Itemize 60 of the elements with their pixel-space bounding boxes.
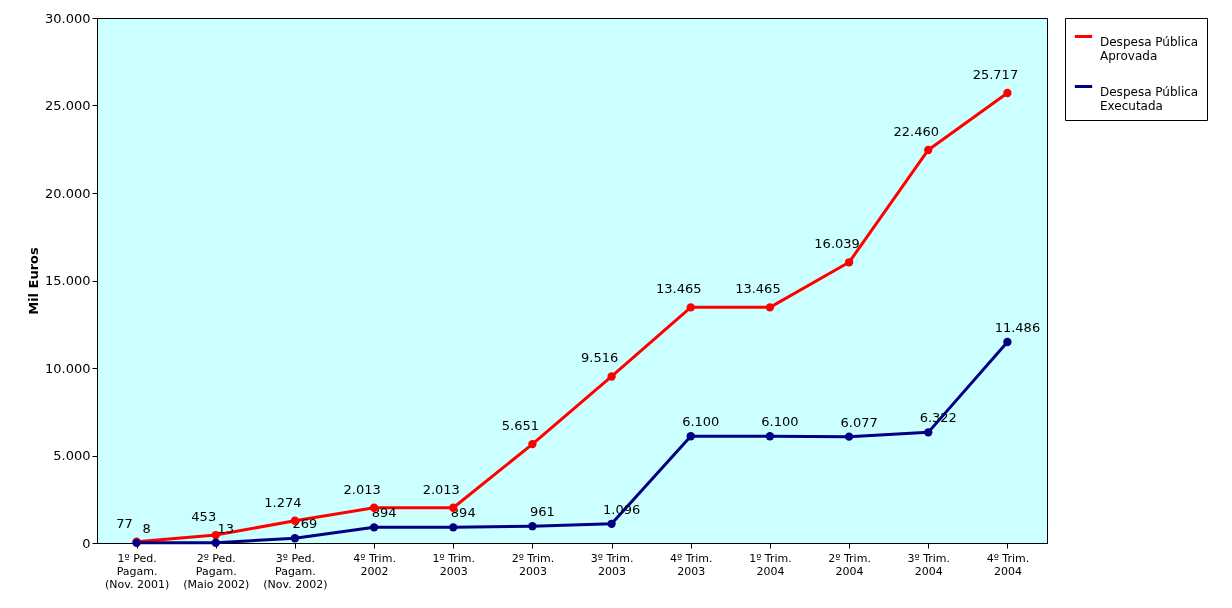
x-tick-label: 4º Trim. 2003 (669, 551, 713, 578)
data-label: 13.465 (656, 281, 702, 297)
x-tick-label: 4º Trim. 2002 (353, 551, 396, 578)
data-label: 5.651 (501, 418, 540, 434)
point (844, 432, 854, 441)
x-tick-label: 2º Trim. 2003 (511, 551, 555, 578)
point (607, 372, 616, 381)
point (211, 538, 220, 547)
data-label: 6.100 (682, 414, 720, 430)
point (844, 258, 854, 267)
point (607, 519, 616, 528)
y-tick-label: 0 (82, 535, 91, 551)
y-tick-label: 5.000 (53, 448, 91, 463)
y-tick-label: 20.000 (45, 185, 91, 201)
data-label: 22.460 (893, 123, 939, 139)
data-label: 2.013 (422, 481, 460, 497)
legend-label: Despesa Pública Executada (1100, 84, 1199, 113)
point (1003, 337, 1012, 347)
data-label: 1.274 (264, 494, 302, 510)
x-tick-label: 4º Trim. 2004 (986, 551, 1030, 578)
point (290, 534, 300, 543)
data-label: 2.013 (343, 481, 381, 497)
point (449, 523, 458, 532)
y-tick-label: 25.000 (45, 98, 91, 113)
data-label: 6.100 (761, 414, 799, 430)
x-tick-label: 2º Trim. 2004 (828, 551, 871, 578)
x-tick-label: 3º Trim. 2004 (907, 551, 951, 578)
data-label: 13.465 (735, 281, 781, 297)
x-tick-label: 3º Trim. 2003 (590, 551, 634, 578)
data-label: 11.486 (994, 319, 1041, 335)
point (1003, 88, 1012, 98)
y-tick-label: 15.000 (45, 273, 91, 288)
point (765, 303, 775, 312)
y-axis-title: Mil Euros (26, 246, 42, 315)
data-label: 16.039 (814, 236, 860, 252)
data-label: 13 (217, 520, 235, 536)
x-tick-label: 3º Ped. Pagam. (Nov. 2002) (263, 551, 328, 591)
data-label: 77 (116, 515, 133, 531)
point (528, 439, 537, 449)
data-label: 25.717 (972, 66, 1019, 82)
x-tick-label: 1º Ped. Pagam. (Nov. 2001) (104, 551, 170, 591)
point (924, 145, 933, 155)
data-label: 6.077 (840, 414, 878, 430)
y-tick-label: 10.000 (45, 360, 91, 376)
point (765, 432, 775, 441)
x-tick-label: 1º Trim. 2003 (432, 551, 476, 578)
x-tick-label: 2º Ped. Pagam. (Maio 2002) (183, 551, 250, 591)
data-label: 453 (191, 509, 217, 525)
y-tick-label: 30.000 (45, 10, 91, 26)
legend-label: Despesa Pública Aprovada (1100, 34, 1199, 63)
point (686, 432, 695, 441)
point (369, 523, 379, 532)
point (211, 530, 220, 540)
data-label: 8 (142, 520, 151, 536)
data-label: 961 (530, 504, 555, 520)
point (924, 428, 933, 437)
point (686, 303, 695, 312)
point (528, 522, 537, 531)
x-tick-label: 1º Trim. 2004 (749, 551, 792, 578)
data-label: 9.516 (580, 350, 619, 366)
